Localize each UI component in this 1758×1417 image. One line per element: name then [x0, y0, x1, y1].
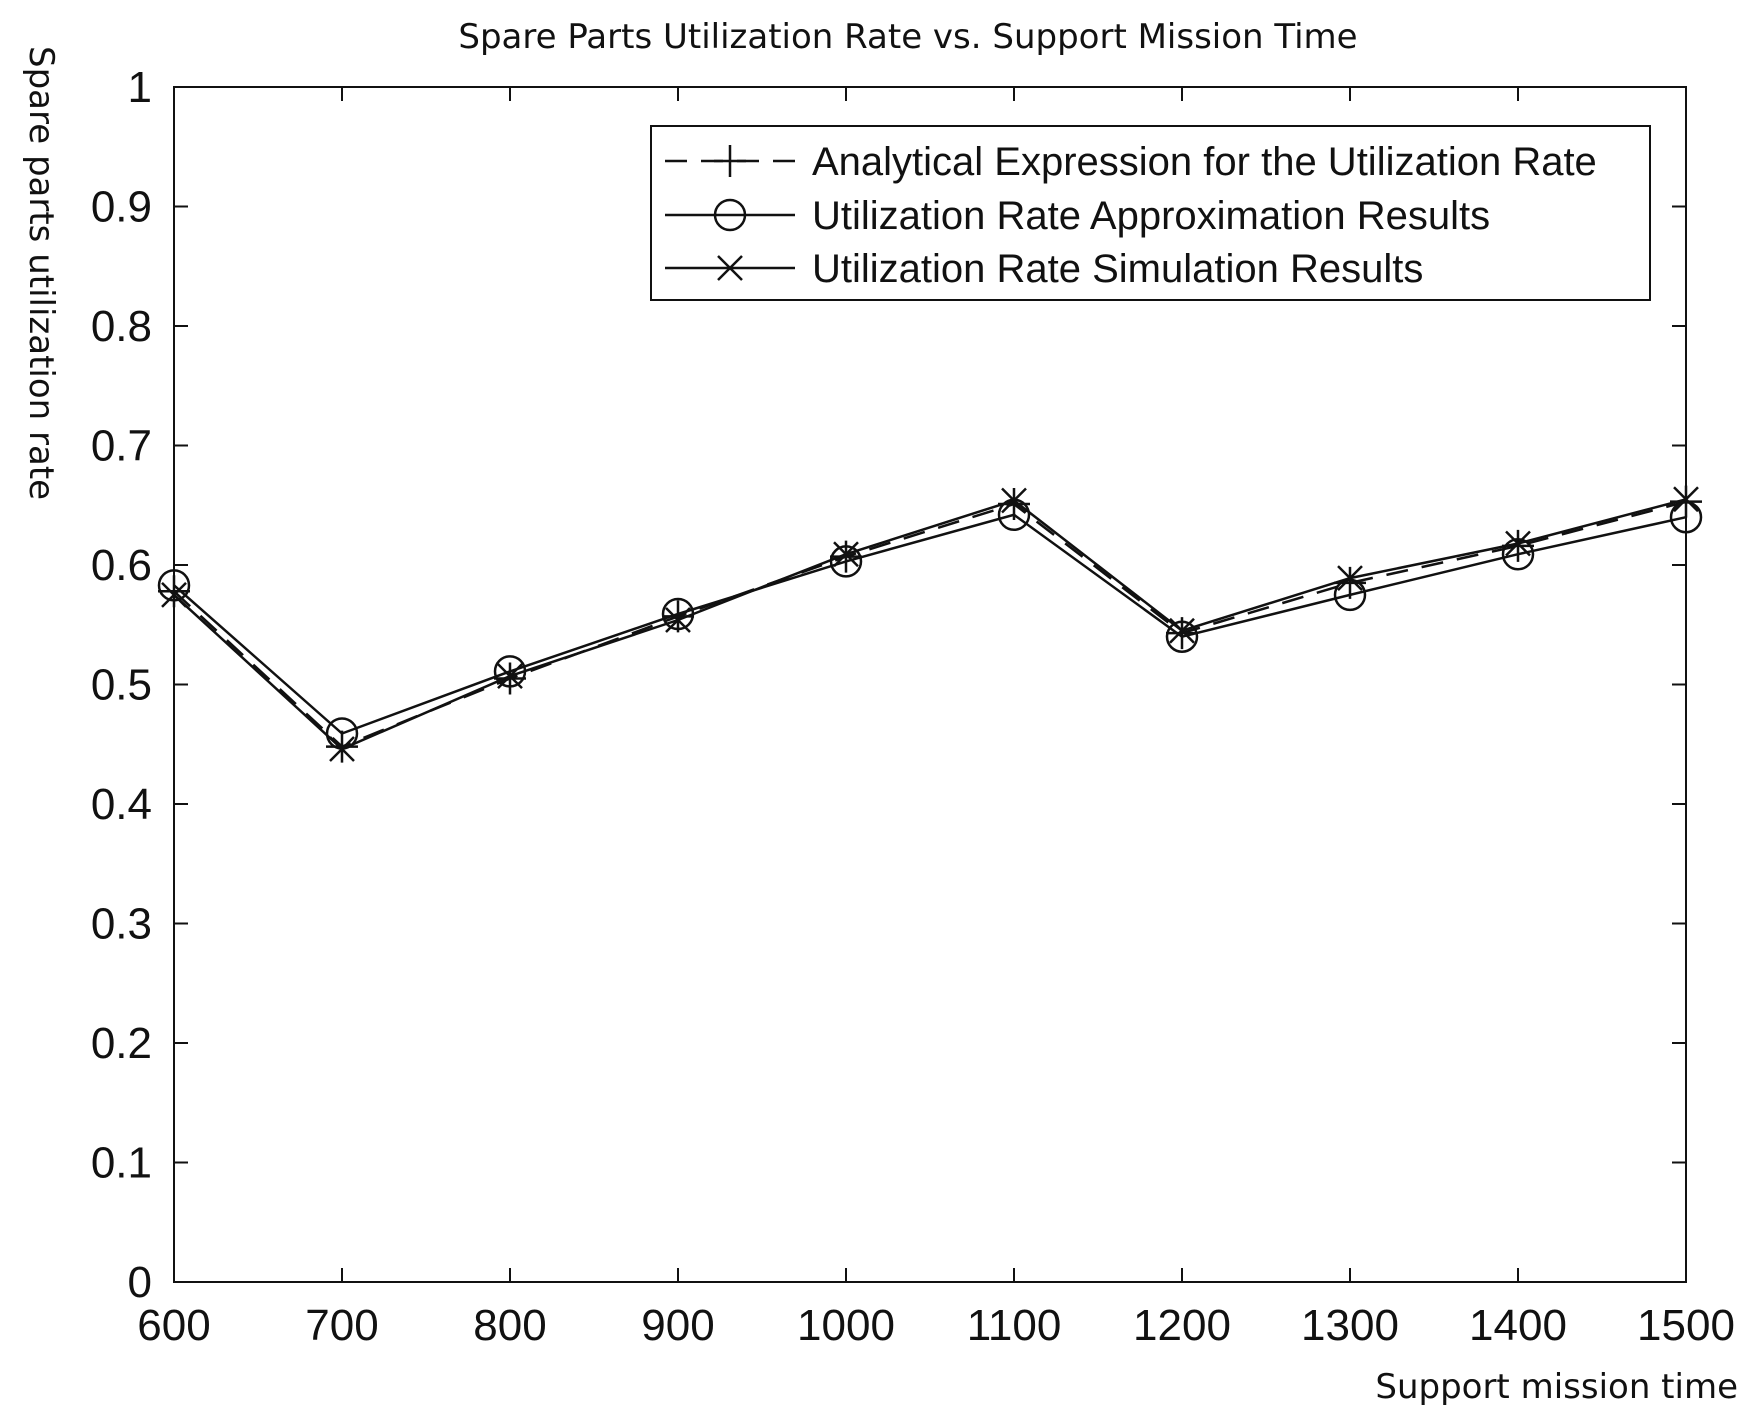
y-tick-label: 0.8 — [91, 302, 152, 351]
x-tick-label: 1200 — [1133, 1301, 1231, 1350]
data-point-plus — [158, 575, 190, 608]
x-tick-label: 600 — [137, 1301, 210, 1350]
legend-box — [650, 125, 1651, 301]
y-tick-label: 0.1 — [91, 1139, 152, 1188]
x-tick-label: 900 — [641, 1301, 714, 1350]
y-tick-label: 1 — [128, 63, 152, 112]
x-tick-label: 1000 — [797, 1301, 895, 1350]
x-tick-label: 1300 — [1301, 1301, 1399, 1350]
data-point-x — [1337, 565, 1363, 592]
x-tick-label: 1400 — [1469, 1301, 1567, 1350]
legend-entries: Analytical Expression for the Utilizatio… — [665, 140, 1597, 291]
data-point-x — [1673, 486, 1699, 513]
y-tick-label: 0.6 — [91, 541, 152, 590]
series-line-plus — [173, 500, 1687, 749]
y-axis-label: Spare parts utilization rate — [21, 46, 61, 500]
series-line-x — [173, 498, 1687, 751]
legend-label: Utilization Rate Simulation Results — [812, 247, 1423, 291]
series-circle — [157, 498, 1703, 750]
x-axis-ticks: 600 700 800 900 1000 1100 1200 1300 1400 1500 — [137, 87, 1735, 1350]
series-layer — [157, 485, 1703, 763]
x-tick-label: 800 — [473, 1301, 546, 1350]
y-tick-label: 0.3 — [91, 900, 152, 949]
data-point-circle — [1165, 620, 1199, 653]
legend-label: Utilization Rate Approximation Results — [812, 194, 1490, 238]
legend-marker-x — [717, 255, 743, 281]
data-point-circle — [1501, 537, 1535, 571]
y-tick-label: 0.9 — [91, 183, 152, 232]
data-point-x — [1169, 617, 1195, 644]
data-point-plus — [326, 730, 358, 763]
series-x — [161, 486, 1699, 762]
y-tick-label: 0.5 — [91, 661, 152, 710]
data-point-circle — [1669, 500, 1703, 534]
data-point-x — [161, 581, 187, 608]
y-tick-label: 0.7 — [91, 422, 152, 471]
data-point-x — [1505, 530, 1531, 557]
data-point-x — [497, 663, 523, 690]
chart-title: Spare Parts Utilization Rate vs. Support… — [458, 17, 1357, 57]
data-point-circle — [157, 569, 191, 602]
data-point-x — [329, 736, 355, 762]
legend-label: Analytical Expression for the Utilizatio… — [812, 140, 1597, 184]
x-tick-label: 1100 — [967, 1301, 1062, 1350]
data-point-plus — [494, 662, 526, 695]
legend: Analytical Expression for the Utilizatio… — [650, 125, 1651, 301]
legend-entry: Utilization Rate Simulation Results — [665, 247, 1423, 291]
legend-marker-plus — [714, 145, 746, 177]
x-axis-label: Support mission time — [1375, 1367, 1738, 1407]
data-point-x — [833, 541, 859, 568]
y-tick-label: 0.2 — [91, 1019, 152, 1068]
y-tick-label: 0.4 — [91, 780, 152, 829]
data-point-x — [665, 607, 691, 633]
y-axis-ticks: 0 0.1 0.2 0.3 0.4 0.5 0.6 0.7 0.8 0.9 1 — [91, 63, 1686, 1307]
legend-marker-circle — [713, 198, 747, 232]
x-tick-label: 1500 — [1637, 1301, 1735, 1350]
y-tick-label: 0 — [128, 1258, 152, 1307]
series-line-circle — [173, 513, 1687, 735]
legend-entry: Utilization Rate Approximation Results — [665, 194, 1490, 238]
legend-entry: Analytical Expression for the Utilizatio… — [665, 140, 1597, 184]
data-point-x — [1001, 487, 1027, 514]
x-tick-label: 700 — [305, 1301, 378, 1350]
